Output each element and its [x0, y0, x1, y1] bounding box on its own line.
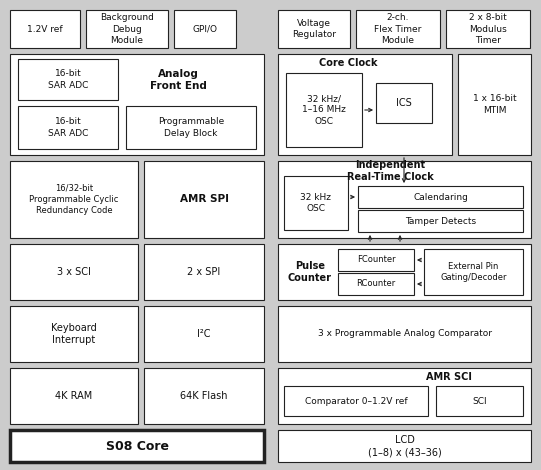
Text: SCI: SCI: [472, 397, 487, 406]
Text: 4K RAM: 4K RAM: [55, 391, 93, 401]
Bar: [278, 244, 531, 300]
Bar: [144, 368, 264, 424]
Text: Analog
Front End: Analog Front End: [149, 69, 207, 91]
Bar: [284, 176, 348, 230]
Text: 3 x SCI: 3 x SCI: [57, 267, 91, 277]
Text: Calendaring: Calendaring: [413, 193, 468, 202]
Bar: [18, 59, 118, 100]
Text: FCounter: FCounter: [357, 256, 395, 265]
Text: 16/32-bit
Programmable Cyclic
Redundancy Code: 16/32-bit Programmable Cyclic Redundancy…: [29, 184, 118, 215]
Text: Voltage
Regulator: Voltage Regulator: [292, 19, 336, 39]
Bar: [126, 106, 256, 149]
Text: 2 x SPI: 2 x SPI: [187, 267, 221, 277]
Text: 2-ch.
Flex Timer
Module: 2-ch. Flex Timer Module: [374, 14, 421, 45]
Bar: [18, 106, 118, 149]
Text: AMR SPI: AMR SPI: [180, 195, 228, 204]
Bar: [174, 10, 236, 48]
Bar: [144, 306, 264, 362]
Text: Core Clock: Core Clock: [319, 58, 377, 68]
Bar: [144, 161, 264, 238]
Bar: [358, 210, 523, 232]
Text: Programmable
Delay Block: Programmable Delay Block: [158, 118, 224, 138]
Text: 64K Flash: 64K Flash: [180, 391, 228, 401]
Text: ICS: ICS: [396, 98, 412, 108]
Text: I²C: I²C: [197, 329, 211, 339]
Text: GPI/O: GPI/O: [193, 24, 217, 33]
Bar: [10, 244, 138, 300]
Text: AMR SCI: AMR SCI: [426, 372, 472, 382]
Text: 32 kHz
OSC: 32 kHz OSC: [300, 193, 332, 213]
Bar: [286, 73, 362, 147]
Text: LCD
(1–8) x (43–36): LCD (1–8) x (43–36): [368, 435, 441, 457]
Text: 3 x Programmable Analog Comparator: 3 x Programmable Analog Comparator: [318, 329, 492, 338]
Bar: [284, 386, 428, 416]
Bar: [144, 244, 264, 300]
Text: 16-bit
SAR ADC: 16-bit SAR ADC: [48, 118, 88, 138]
Text: 32 kHz/
1–16 MHz
OSC: 32 kHz/ 1–16 MHz OSC: [302, 94, 346, 125]
Bar: [10, 54, 264, 155]
Text: 16-bit
SAR ADC: 16-bit SAR ADC: [48, 70, 88, 90]
Bar: [458, 54, 531, 155]
Bar: [10, 430, 264, 462]
Bar: [278, 368, 531, 424]
Bar: [278, 161, 531, 238]
Bar: [10, 368, 138, 424]
Bar: [356, 10, 440, 48]
Bar: [446, 10, 530, 48]
Bar: [10, 10, 80, 48]
Text: Comparator 0–1.2V ref: Comparator 0–1.2V ref: [305, 397, 407, 406]
Bar: [10, 306, 138, 362]
Bar: [278, 306, 531, 362]
Text: External Pin
Gating/Decoder: External Pin Gating/Decoder: [440, 262, 507, 282]
Text: Background
Debug
Module: Background Debug Module: [100, 14, 154, 45]
Bar: [278, 54, 452, 155]
Bar: [358, 186, 523, 208]
Text: S08 Core: S08 Core: [105, 439, 168, 453]
Bar: [436, 386, 523, 416]
Bar: [278, 430, 531, 462]
Bar: [10, 161, 138, 238]
Bar: [86, 10, 168, 48]
Text: Pulse
Counter: Pulse Counter: [288, 261, 332, 283]
Bar: [338, 273, 414, 295]
Text: Keyboard
Interrupt: Keyboard Interrupt: [51, 323, 97, 345]
Bar: [338, 249, 414, 271]
Text: 2 x 8-bit
Modulus
Timer: 2 x 8-bit Modulus Timer: [469, 14, 507, 45]
Text: 1.2V ref: 1.2V ref: [27, 24, 63, 33]
Text: Tamper Detects: Tamper Detects: [405, 217, 476, 226]
Text: Independent
Real-Time Clock: Independent Real-Time Clock: [347, 160, 433, 182]
Text: RCounter: RCounter: [357, 280, 395, 289]
Bar: [376, 83, 432, 123]
Text: 1 x 16-bit
MTIM: 1 x 16-bit MTIM: [473, 94, 516, 115]
Bar: [424, 249, 523, 295]
Bar: [278, 10, 350, 48]
